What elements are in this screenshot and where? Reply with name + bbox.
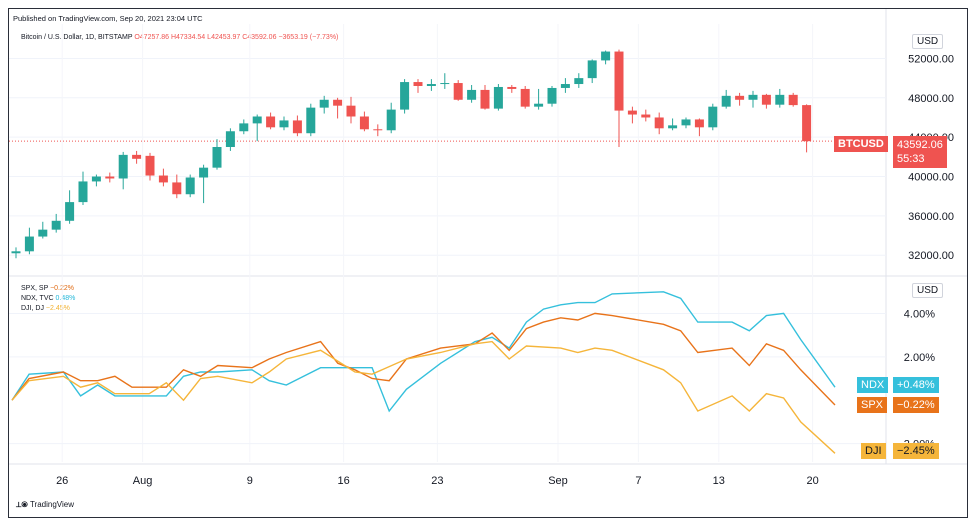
tradingview-brand[interactable]: ⟂⦿ TradingView <box>16 500 74 510</box>
btcusd-last-price: 43592.06 <box>897 139 943 151</box>
tradingview-logo-icon: ⟂⦿ <box>16 500 30 509</box>
ndx-name-tag: NDX <box>857 377 889 393</box>
currency-button-bottom[interactable]: USD <box>912 283 944 298</box>
compare-legend: SPX, SP −0.22% NDX, TVC 0.48% DJI, DJ −2… <box>21 284 75 314</box>
price-legend: Bitcoin / U.S. Dollar, 1D, BITSTAMP O472… <box>21 34 338 41</box>
symbol-label: Bitcoin / U.S. Dollar, 1D, BITSTAMP <box>21 34 133 41</box>
high-value: H47334.54 <box>170 34 206 41</box>
legend-ndx: NDX, TVC 0.48% <box>21 294 75 304</box>
currency-button-top[interactable]: USD <box>912 34 944 49</box>
btcusd-price-tag: 43592.06 55:33 <box>893 136 947 168</box>
brand-label: TradingView <box>29 500 74 509</box>
chart-frame <box>8 8 968 518</box>
close-value: C43592.06 <box>242 34 277 41</box>
change-value: −3653.19 (−7.73%) <box>278 34 339 41</box>
legend-spx: SPX, SP −0.22% <box>21 284 75 294</box>
legend-dji: DJI, DJ −2.45% <box>21 304 75 314</box>
dji-value-tag: −2.45% <box>893 443 939 459</box>
dji-name-tag: DJI <box>861 443 886 459</box>
low-value: L42453.97 <box>207 34 241 41</box>
legend-dji-name: DJI, DJ <box>21 305 44 312</box>
open-value: O47257.86 <box>134 34 169 41</box>
spx-name-tag: SPX <box>857 397 888 413</box>
btcusd-name-tag: BTCUSD <box>834 136 888 152</box>
legend-ndx-value: 0.48% <box>55 295 76 302</box>
spx-value-tag: −0.22% <box>893 397 939 413</box>
publisher-line: Published on TradingView.com, Sep 20, 20… <box>13 14 203 23</box>
ndx-value-tag: +0.48% <box>893 377 939 393</box>
legend-ndx-name: NDX, TVC <box>21 295 54 302</box>
legend-dji-value: −2.45% <box>45 305 70 312</box>
legend-spx-name: SPX, SP <box>21 285 49 292</box>
legend-spx-value: −0.22% <box>50 285 74 292</box>
btcusd-countdown: 55:33 <box>897 153 925 165</box>
